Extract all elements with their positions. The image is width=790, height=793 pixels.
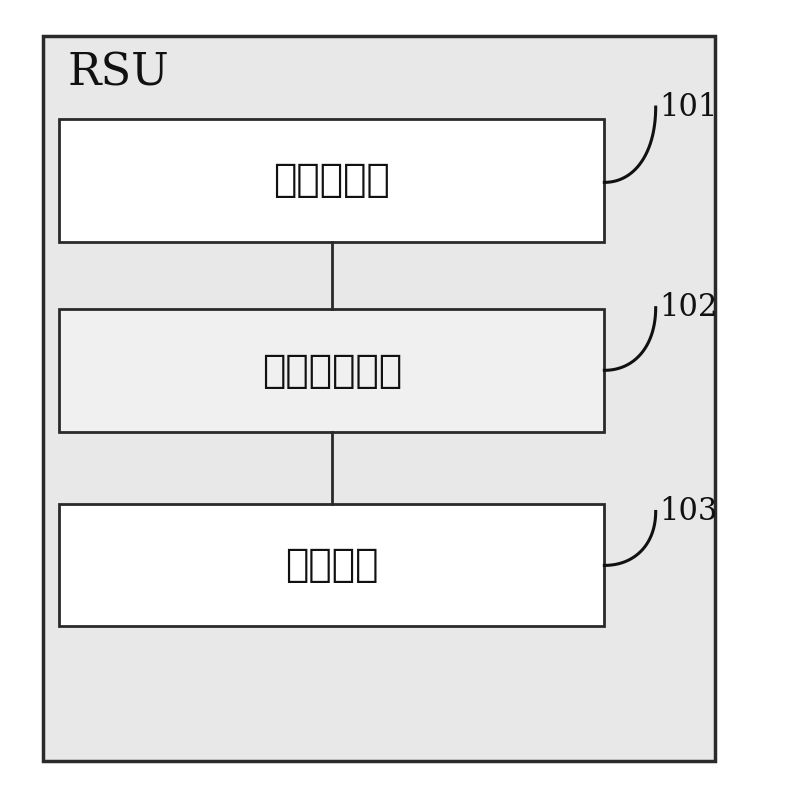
Text: 101: 101 [660, 91, 718, 123]
Text: 数据处理模块: 数据处理模块 [261, 352, 402, 389]
Text: RSU: RSU [67, 52, 169, 94]
Bar [59, 119, 604, 242]
Bar [59, 309, 604, 432]
Text: 通讯模块: 通讯模块 [285, 546, 378, 584]
Text: 传感器模块: 传感器模块 [273, 162, 390, 199]
Bar [43, 36, 715, 761]
Bar [59, 504, 604, 626]
Text: 103: 103 [660, 496, 718, 527]
Text: 102: 102 [660, 292, 718, 324]
